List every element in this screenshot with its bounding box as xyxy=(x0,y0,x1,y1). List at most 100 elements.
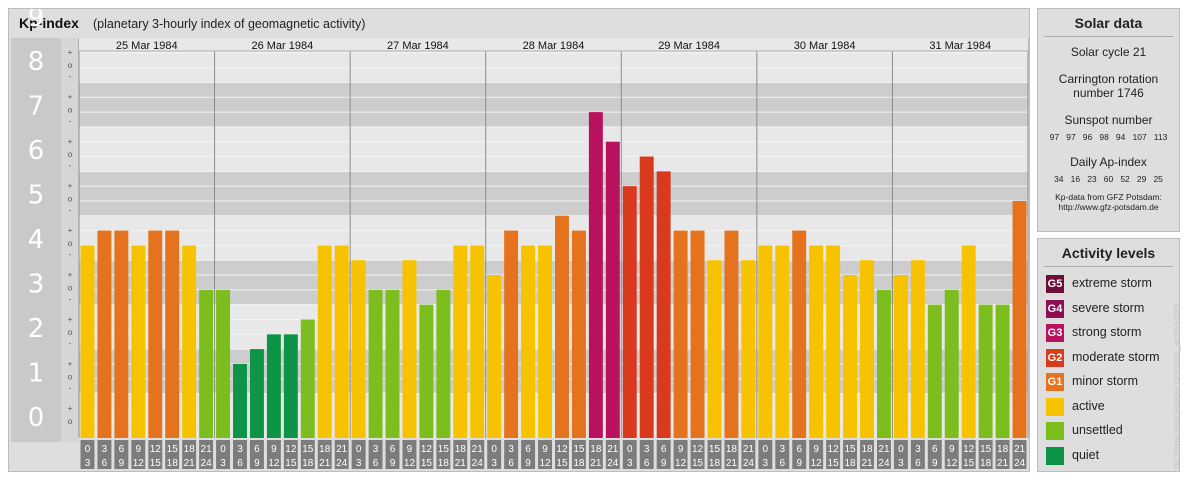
time-label-end: 12 xyxy=(133,458,145,469)
y-tick-label: 7 xyxy=(28,92,45,122)
kp-bar xyxy=(249,349,264,438)
y-tick-label: 6 xyxy=(28,136,45,166)
time-label-start: 9 xyxy=(813,444,819,455)
day-label: 25 Mar 1984 xyxy=(116,40,178,52)
kp-bar xyxy=(419,304,434,438)
legend-label: strong storm xyxy=(1072,325,1142,339)
kp-bar xyxy=(792,230,807,438)
y-minor-tick-label: o xyxy=(68,283,73,292)
chart-subtitle: (planetary 3-hourly index of geomagnetic… xyxy=(93,17,366,31)
time-label-end: 12 xyxy=(811,458,823,469)
time-label-start: 21 xyxy=(878,444,890,455)
kp-bar xyxy=(487,275,502,438)
time-label-end: 6 xyxy=(373,458,379,469)
time-label-end: 24 xyxy=(878,458,890,469)
carrington-line1: Carrington rotation xyxy=(1058,72,1159,86)
time-label-cell xyxy=(707,440,722,469)
time-label-start: 0 xyxy=(898,444,904,455)
y-minor-tick-label: + xyxy=(68,226,73,235)
y-minor-tick-label: - xyxy=(69,117,72,126)
legend-item: G2 moderate storm xyxy=(1046,348,1180,367)
kp-bar xyxy=(165,230,180,438)
carrington-line2: number 1746 xyxy=(1073,86,1144,100)
ap-heading: Daily Ap-index xyxy=(1070,155,1147,169)
kp-bar xyxy=(538,245,552,438)
kp-bar xyxy=(521,245,536,438)
time-label-cell xyxy=(266,440,281,469)
time-label-end: 18 xyxy=(980,458,992,469)
time-label-end: 18 xyxy=(845,458,857,469)
y-minor-tick-label: o xyxy=(68,195,73,204)
time-label-end: 18 xyxy=(302,458,314,469)
time-label-start: 15 xyxy=(438,444,450,455)
time-label-end: 18 xyxy=(573,458,585,469)
legend-label: severe storm xyxy=(1072,300,1145,315)
y-minor-tick-label: o xyxy=(68,61,73,70)
kp-bar xyxy=(317,245,332,438)
kp-bar xyxy=(1012,200,1027,438)
legend-item: unsettled xyxy=(1046,422,1180,440)
time-label-start: 12 xyxy=(963,444,975,455)
time-label-start: 12 xyxy=(421,444,433,455)
time-label-start: 18 xyxy=(319,444,331,455)
time-label-end: 12 xyxy=(946,458,958,469)
ap-value: 60 xyxy=(1103,174,1114,184)
time-label-cell xyxy=(724,440,739,469)
time-label-cell xyxy=(876,440,891,469)
time-label-end: 6 xyxy=(508,458,514,469)
time-label-end: 15 xyxy=(556,458,568,469)
time-label-end: 21 xyxy=(861,458,873,469)
chart-title: Kp-index xyxy=(19,15,79,31)
kp-bar xyxy=(893,275,908,438)
time-label-cell xyxy=(673,440,688,469)
time-label-cell xyxy=(334,440,349,469)
time-label-cell xyxy=(249,440,264,469)
legend-label: moderate storm xyxy=(1072,349,1160,364)
time-label-start: 12 xyxy=(556,444,568,455)
legend-swatch xyxy=(1046,397,1064,416)
time-label-start: 21 xyxy=(336,444,348,455)
time-label-cell xyxy=(453,440,468,469)
time-label-end: 9 xyxy=(254,458,260,469)
time-label-end: 24 xyxy=(201,458,213,469)
kp-bar xyxy=(656,171,671,439)
kp-chart-panel: Kp-index (planetary 3-hourly index of ge… xyxy=(8,8,1030,472)
kp-bar xyxy=(351,260,366,438)
credit-line2: http://www.gfz-potsdam.de xyxy=(1058,202,1159,212)
level-band xyxy=(79,215,1028,261)
time-label-start: 15 xyxy=(980,444,992,455)
time-label-end: 6 xyxy=(915,458,921,469)
y-tick-label: 0 xyxy=(28,403,45,433)
kp-bar xyxy=(605,141,620,438)
kp-bar xyxy=(826,245,841,438)
kp-bar xyxy=(233,363,247,438)
time-label-cell xyxy=(588,440,603,469)
kp-bar xyxy=(453,245,468,438)
time-label-start: 18 xyxy=(590,444,602,455)
time-label-start: 15 xyxy=(709,444,721,455)
time-label-cell xyxy=(385,440,400,469)
time-label-start: 12 xyxy=(150,444,162,455)
ap-value: 16 xyxy=(1070,174,1081,184)
time-label-start: 0 xyxy=(85,444,91,455)
kp-bar xyxy=(402,260,417,438)
time-label-end: 21 xyxy=(319,458,331,469)
time-label-cell xyxy=(622,440,637,469)
time-label-end: 9 xyxy=(796,458,802,469)
time-label-start: 9 xyxy=(542,444,548,455)
time-label-end: 15 xyxy=(963,458,975,469)
y-minor-tick-label: - xyxy=(69,72,72,81)
y-minor-tick-label: + xyxy=(68,315,73,324)
time-label-end: 12 xyxy=(404,458,416,469)
time-label-end: 3 xyxy=(898,458,904,469)
time-label-start: 15 xyxy=(573,444,585,455)
kp-bar xyxy=(910,260,925,438)
time-label-start: 0 xyxy=(491,444,497,455)
time-label-cell xyxy=(775,440,790,469)
time-label-end: 15 xyxy=(421,458,433,469)
time-label-end: 6 xyxy=(779,458,785,469)
legend-label: unsettled xyxy=(1072,423,1123,437)
kp-bar xyxy=(707,260,722,438)
level-band xyxy=(79,126,1028,172)
kp-bar xyxy=(131,245,146,438)
